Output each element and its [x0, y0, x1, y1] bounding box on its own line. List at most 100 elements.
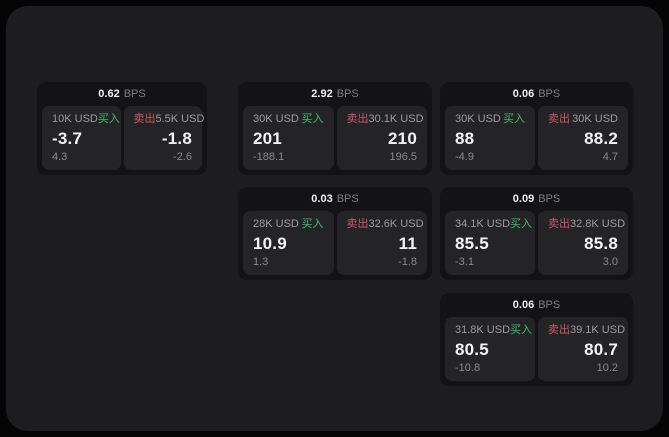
sell-side-label: 卖出	[548, 324, 570, 336]
buy-amount: 30K USD	[253, 113, 299, 125]
sell-tile-toprow: 卖出 5.5K USD	[133, 113, 205, 126]
sell-amount: 30K USD	[572, 113, 618, 125]
sell-side-label: 卖出	[548, 218, 570, 230]
sell-side-label: 卖出	[548, 113, 570, 125]
quote-card: 0.03 BPS 28K USD 买入 10.9 1.3 卖出 32.6K US…	[238, 187, 432, 280]
bps-value: 0.06	[512, 299, 535, 311]
buy-tile-toprow: 34.1K USD 买入	[455, 218, 532, 231]
sell-tile[interactable]: 卖出 39.1K USD 80.7 10.2	[538, 317, 628, 381]
buy-price: 80.5	[455, 340, 489, 359]
buy-change: -4.9	[455, 151, 474, 163]
sell-amount: 32.8K USD	[570, 218, 626, 230]
bps-header: 0.09 BPS	[440, 187, 633, 211]
buy-price: 88	[455, 129, 475, 148]
bps-value: 0.03	[311, 193, 333, 205]
sell-price: -1.8	[161, 129, 192, 148]
sell-price: 88.2	[584, 129, 618, 148]
quote-tiles: 30K USD 买入 88 -4.9 卖出 30K USD 88.2 4.7	[445, 106, 628, 170]
buy-side-label: 买入	[301, 113, 324, 125]
buy-change: -10.8	[455, 362, 481, 374]
bps-value: 0.06	[512, 88, 535, 100]
buy-amount: 30K USD	[455, 113, 501, 125]
sell-change: 10.2	[596, 362, 618, 374]
sell-tile[interactable]: 卖出 32.6K USD 11 -1.8	[336, 211, 427, 275]
sell-price: 11	[398, 234, 417, 253]
bps-value: 0.09	[512, 193, 535, 205]
buy-tile-toprow: 28K USD 买入	[253, 218, 324, 231]
buy-price: 85.5	[455, 234, 489, 253]
buy-amount: 34.1K USD	[455, 218, 511, 230]
quote-tiles: 10K USD 买入 -3.7 4.3 卖出 5.5K USD -1.8 -2.…	[42, 106, 205, 170]
sell-tile-toprow: 卖出 39.1K USD	[548, 324, 625, 337]
quote-card: 0.06 BPS 30K USD 买入 88 -4.9 卖出 30K USD 8…	[440, 82, 633, 175]
sell-tile-toprow: 卖出 32.6K USD	[346, 218, 424, 231]
buy-change: -188.1	[253, 151, 285, 163]
quote-tiles: 28K USD 买入 10.9 1.3 卖出 32.6K USD 11 -1.8	[243, 211, 427, 275]
sell-amount: 39.1K USD	[570, 324, 626, 336]
quote-tiles: 30K USD 买入 201 -188.1 卖出 30.1K USD 210 1…	[243, 106, 427, 170]
sell-tile-toprow: 卖出 30K USD	[548, 113, 618, 126]
bps-header: 0.06 BPS	[440, 293, 633, 317]
buy-change: 1.3	[253, 256, 269, 268]
buy-price: -3.7	[52, 129, 83, 148]
quote-card: 0.06 BPS 31.8K USD 买入 80.5 -10.8 卖出 39.1…	[440, 293, 633, 386]
buy-side-label: 买入	[510, 218, 533, 230]
bps-suffix-label: BPS	[336, 193, 359, 205]
sell-tile[interactable]: 卖出 30.1K USD 210 196.5	[336, 106, 427, 170]
sell-change: 4.7	[602, 151, 618, 163]
quote-board: 0.62 BPS 10K USD 买入 -3.7 4.3 卖出 5.5K USD…	[6, 6, 663, 431]
sell-tile[interactable]: 卖出 32.8K USD 85.8 3.0	[538, 211, 628, 275]
sell-tile-toprow: 卖出 32.8K USD	[548, 218, 625, 231]
bps-header: 0.62 BPS	[37, 82, 207, 106]
buy-tile-toprow: 30K USD 买入	[253, 113, 324, 126]
buy-change: 4.3	[52, 151, 68, 163]
buy-tile[interactable]: 31.8K USD 买入 80.5 -10.8	[445, 317, 535, 381]
buy-amount: 28K USD	[253, 218, 299, 230]
bps-value: 0.62	[98, 88, 120, 100]
bps-suffix-label: BPS	[538, 193, 561, 205]
buy-change: -3.1	[455, 256, 474, 268]
bps-suffix-label: BPS	[538, 299, 561, 311]
quote-card: 2.92 BPS 30K USD 买入 201 -188.1 卖出 30.1K …	[238, 82, 432, 175]
sell-side-label: 卖出	[133, 113, 156, 125]
buy-side-label: 买入	[503, 113, 525, 125]
sell-side-label: 卖出	[346, 113, 369, 125]
quote-tiles: 31.8K USD 买入 80.5 -10.8 卖出 39.1K USD 80.…	[445, 317, 628, 381]
bps-header: 2.92 BPS	[238, 82, 432, 106]
sell-side-label: 卖出	[346, 218, 369, 230]
buy-amount: 10K USD	[52, 113, 98, 125]
buy-side-label: 买入	[97, 113, 120, 125]
buy-amount: 31.8K USD	[455, 324, 511, 336]
sell-tile[interactable]: 卖出 5.5K USD -1.8 -2.6	[123, 106, 205, 170]
bps-suffix-label: BPS	[123, 88, 146, 100]
bps-header: 0.06 BPS	[440, 82, 633, 106]
buy-tile[interactable]: 28K USD 买入 10.9 1.3	[243, 211, 334, 275]
buy-tile-toprow: 10K USD 买入	[52, 113, 120, 126]
buy-tile-toprow: 30K USD 买入	[455, 113, 525, 126]
buy-tile[interactable]: 30K USD 买入 201 -188.1	[243, 106, 334, 170]
buy-tile[interactable]: 34.1K USD 买入 85.5 -3.1	[445, 211, 535, 275]
quote-tiles: 34.1K USD 买入 85.5 -3.1 卖出 32.8K USD 85.8…	[445, 211, 628, 275]
bps-value: 2.92	[311, 88, 333, 100]
sell-change: 196.5	[389, 151, 417, 163]
sell-amount: 5.5K USD	[155, 113, 205, 125]
sell-change: -2.6	[173, 151, 192, 163]
sell-change: 3.0	[602, 256, 618, 268]
sell-change: -1.8	[398, 256, 417, 268]
bps-header: 0.03 BPS	[238, 187, 432, 211]
sell-amount: 30.1K USD	[368, 113, 424, 125]
buy-tile[interactable]: 30K USD 买入 88 -4.9	[445, 106, 535, 170]
buy-side-label: 买入	[510, 324, 533, 336]
sell-price: 80.7	[584, 340, 618, 359]
buy-tile-toprow: 31.8K USD 买入	[455, 324, 532, 337]
sell-amount: 32.6K USD	[368, 218, 424, 230]
sell-price: 210	[388, 129, 417, 148]
quote-card: 0.62 BPS 10K USD 买入 -3.7 4.3 卖出 5.5K USD…	[37, 82, 207, 175]
buy-price: 10.9	[253, 234, 287, 253]
bps-suffix-label: BPS	[336, 88, 359, 100]
quote-card: 0.09 BPS 34.1K USD 买入 85.5 -3.1 卖出 32.8K…	[440, 187, 633, 280]
sell-tile[interactable]: 卖出 30K USD 88.2 4.7	[538, 106, 628, 170]
sell-price: 85.8	[584, 234, 618, 253]
buy-tile[interactable]: 10K USD 买入 -3.7 4.3	[42, 106, 121, 170]
